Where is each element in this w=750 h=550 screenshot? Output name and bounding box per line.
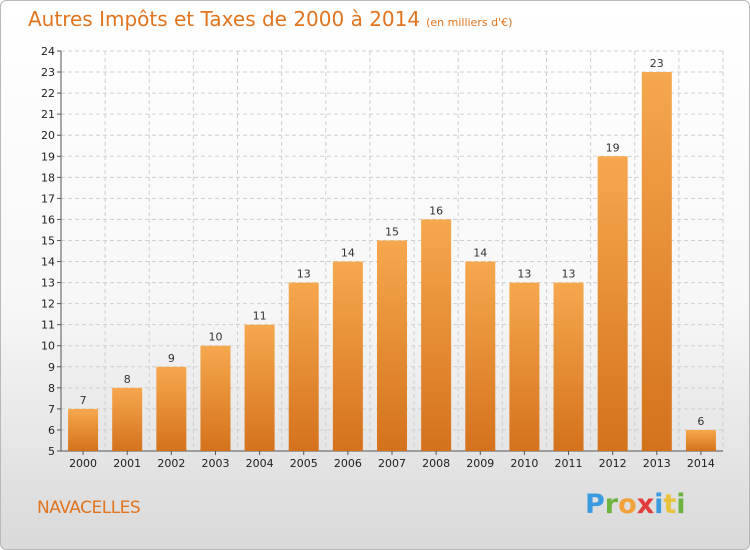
- bar: [156, 366, 187, 451]
- data-label: 14: [341, 247, 355, 260]
- bar: [465, 261, 496, 451]
- bar: [597, 156, 628, 451]
- data-label: 10: [208, 331, 222, 344]
- y-tick-label: 9: [48, 361, 55, 374]
- data-label: 9: [168, 352, 175, 365]
- logo-letter: i: [676, 489, 686, 520]
- bars: [68, 72, 716, 451]
- y-tick-label: 17: [41, 192, 55, 205]
- x-tick-label: 2011: [555, 457, 583, 470]
- proxiti-logo: Proxiti: [585, 489, 686, 520]
- y-tick-label: 21: [41, 108, 55, 121]
- logo-letter: x: [636, 489, 655, 520]
- y-tick-label: 19: [41, 150, 55, 163]
- data-label: 13: [562, 268, 576, 281]
- labels: 7 2000 8 2001 9 2002 10 2003 11 2004 13 2005 14 2006 1…: [69, 57, 715, 470]
- bar: [332, 261, 363, 451]
- bar: [685, 429, 716, 451]
- y-tick-label: 8: [48, 382, 55, 395]
- data-label: 23: [650, 57, 664, 70]
- data-label: 8: [124, 373, 131, 386]
- y-tick-label: 22: [41, 87, 55, 100]
- x-tick-label: 2000: [69, 457, 97, 470]
- data-label: 11: [253, 310, 267, 323]
- chart-title-text: Autres Impôts et Taxes de 2000 à 2014: [28, 7, 421, 31]
- bar: [641, 72, 672, 451]
- data-label: 13: [297, 268, 311, 281]
- y-tick-label: 12: [41, 298, 55, 311]
- bar: [553, 282, 584, 451]
- chart-title: Autres Impôts et Taxes de 2000 à 2014 (en…: [28, 7, 512, 31]
- x-tick-label: 2001: [113, 457, 141, 470]
- y-tick-label: 15: [41, 234, 55, 247]
- x-tick-label: 2014: [687, 457, 715, 470]
- bar: [244, 324, 275, 451]
- bar: [288, 282, 319, 451]
- y-tick-label: 11: [41, 319, 55, 332]
- commune-name: NAVACELLES: [37, 498, 141, 518]
- data-label: 7: [80, 394, 87, 407]
- bar: [421, 219, 452, 451]
- logo-letter: r: [604, 489, 619, 520]
- x-tick-label: 2003: [201, 457, 229, 470]
- x-tick-label: 2004: [246, 457, 274, 470]
- y-tick-label: 5: [48, 445, 55, 458]
- y-tick-label: 10: [41, 340, 55, 353]
- y-tick-label: 20: [41, 129, 55, 142]
- data-label: 6: [697, 415, 704, 428]
- y-tick-label: 6: [48, 424, 55, 437]
- y-tick-label: 18: [41, 171, 55, 184]
- x-tick-label: 2013: [643, 457, 671, 470]
- bar: [68, 408, 99, 451]
- data-label: 15: [385, 225, 399, 238]
- logo-letter: o: [618, 489, 637, 520]
- logo-letter: i: [654, 489, 664, 520]
- data-label: 14: [473, 247, 487, 260]
- chart-unit: (en milliers d'€): [426, 16, 513, 29]
- y-tick-label: 7: [48, 403, 55, 416]
- y-tick-label: 23: [41, 66, 55, 79]
- bar: [200, 345, 231, 451]
- y-tick-label: 16: [41, 213, 55, 226]
- data-label: 19: [606, 141, 620, 154]
- x-tick-label: 2012: [599, 457, 627, 470]
- y-tick-label: 24: [41, 45, 55, 58]
- y-tick-label: 14: [41, 256, 55, 269]
- data-label: 16: [429, 204, 443, 217]
- bar: [509, 282, 540, 451]
- x-tick-label: 2007: [378, 457, 406, 470]
- x-tick-label: 2005: [290, 457, 318, 470]
- logo-letter: t: [663, 489, 677, 520]
- x-tick-label: 2006: [334, 457, 362, 470]
- x-tick-label: 2010: [510, 457, 538, 470]
- y-tick-label: 13: [41, 277, 55, 290]
- logo-letter: P: [585, 489, 605, 520]
- x-tick-label: 2009: [466, 457, 494, 470]
- bar: [377, 240, 407, 451]
- x-tick-label: 2002: [157, 457, 185, 470]
- bar: [112, 387, 143, 451]
- data-label: 13: [517, 268, 531, 281]
- x-tick-label: 2008: [422, 457, 450, 470]
